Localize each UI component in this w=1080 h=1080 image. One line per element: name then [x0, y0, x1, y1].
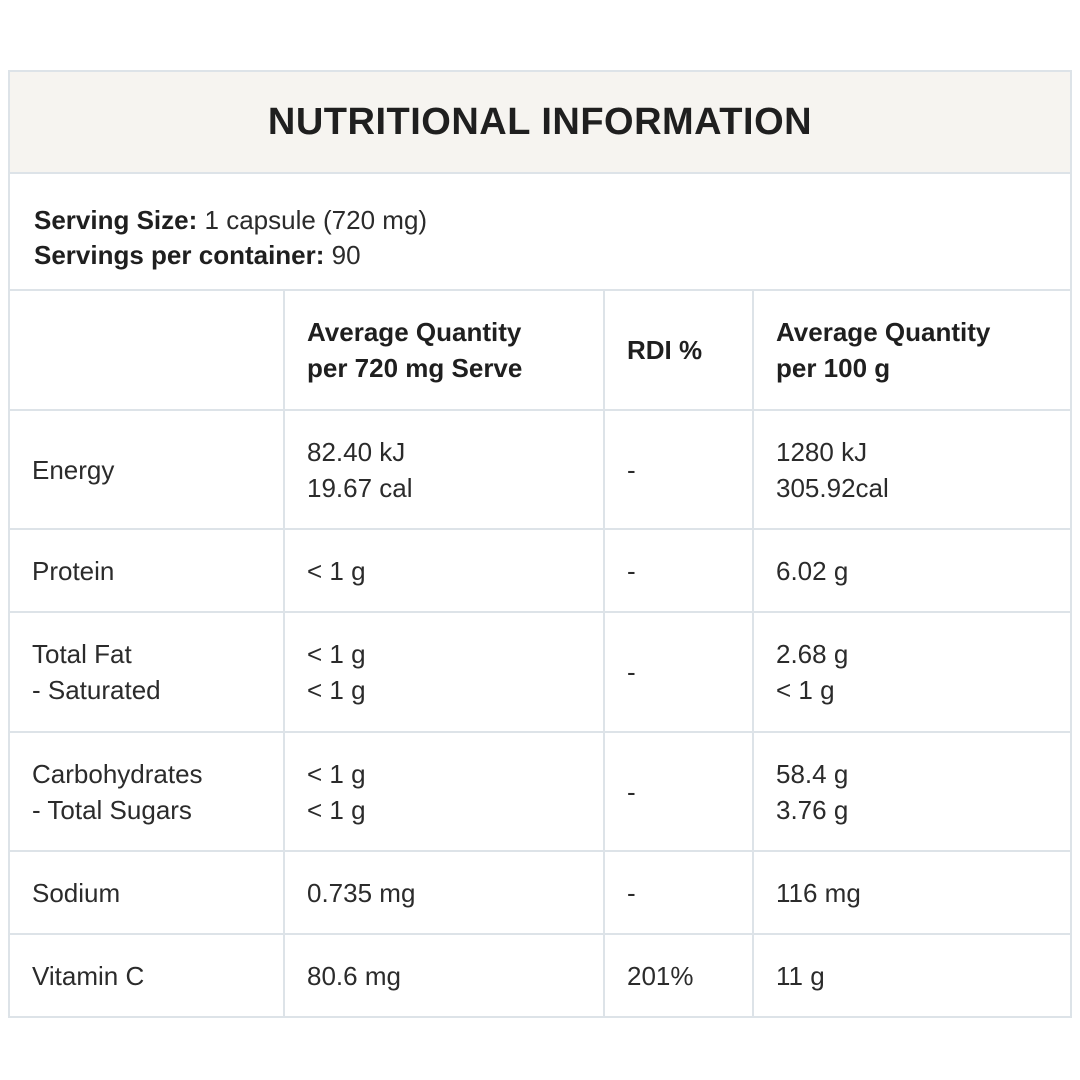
header-per-serve-line1: Average Quantity — [307, 317, 522, 347]
per-100g-value: 3.76 g — [776, 794, 849, 825]
rdi-cell: - — [603, 409, 754, 530]
per-serve-cell: 82.40 kJ 19.67 cal — [283, 409, 605, 530]
per-serve-value: < 1 g — [307, 639, 366, 669]
per-serve-value: 19.67 cal — [307, 472, 413, 503]
title-bar: NUTRITIONAL INFORMATION — [10, 72, 1070, 174]
per-100g-value: 11 g — [776, 960, 825, 991]
servings-per-container: Servings per container: 90 — [34, 238, 1070, 273]
header-per-100g-line2: per 100 g — [776, 353, 891, 383]
table-header-row: Average Quantity per 720 mg Serve RDI % … — [10, 291, 1070, 410]
nutrition-panel: NUTRITIONAL INFORMATION Serving Size: 1 … — [8, 70, 1072, 1018]
per-serve-cell: 0.735 mg — [283, 850, 605, 935]
nutrient-cell: Total Fat - Saturated — [10, 611, 285, 733]
table-row: Protein < 1 g - 6.02 g — [10, 528, 1070, 613]
per-serve-value: 0.735 mg — [307, 877, 416, 908]
rdi-cell: - — [603, 850, 754, 935]
per-serve-cell: 80.6 mg — [283, 933, 605, 1016]
table-row: Energy 82.40 kJ 19.67 cal - 1280 kJ 305.92… — [10, 409, 1070, 530]
nutrient-cell: Sodium — [10, 850, 285, 935]
per-100g-cell: 11 g — [752, 933, 1070, 1016]
per-100g-value: 305.92cal — [776, 472, 889, 503]
header-per-100g: Average Quantity per 100 g — [752, 291, 1070, 410]
per-100g-cell: 2.68 g < 1 g — [752, 611, 1070, 733]
header-rdi: RDI % — [603, 291, 754, 410]
nutrient-sub-name: - Saturated — [32, 675, 161, 705]
nutrient-sub-name: - Total Sugars — [32, 794, 192, 825]
per-100g-value: 6.02 g — [776, 555, 849, 586]
per-100g-cell: 58.4 g 3.76 g — [752, 731, 1070, 852]
servings-per-container-label: Servings per container: — [34, 240, 325, 270]
nutrient-name: Sodium — [32, 877, 121, 908]
rdi-cell: - — [603, 528, 754, 613]
per-100g-cell: 1280 kJ 305.92cal — [752, 409, 1070, 530]
per-100g-value: 1280 kJ — [776, 436, 868, 467]
per-serve-value: < 1 g — [307, 758, 366, 789]
nutrient-name: Protein — [32, 555, 115, 586]
nutrient-name: Energy — [32, 454, 115, 485]
table-row: Vitamin C 80.6 mg 201% 11 g — [10, 933, 1070, 1016]
nutrient-cell: Energy — [10, 409, 285, 530]
per-100g-value: 116 mg — [776, 877, 861, 908]
per-serve-value: 80.6 mg — [307, 960, 401, 991]
rdi-cell: - — [603, 611, 754, 733]
per-serve-value: < 1 g — [307, 794, 366, 825]
per-100g-value: < 1 g — [776, 675, 835, 705]
panel-title: NUTRITIONAL INFORMATION — [267, 100, 813, 143]
nutrition-table: Average Quantity per 720 mg Serve RDI % … — [10, 291, 1070, 1016]
nutrient-name: Total Fat — [32, 639, 132, 669]
serving-info: Serving Size: 1 capsule (720 mg) Serving… — [10, 174, 1070, 291]
per-serve-value: 82.40 kJ — [307, 436, 406, 467]
serving-size-value: 1 capsule (720 mg) — [197, 205, 428, 235]
nutrient-cell: Protein — [10, 528, 285, 613]
per-100g-cell: 116 mg — [752, 850, 1070, 935]
per-serve-cell: < 1 g < 1 g — [283, 611, 605, 733]
per-serve-cell: < 1 g — [283, 528, 605, 613]
per-100g-value: 2.68 g — [776, 639, 849, 669]
rdi-cell: 201% — [603, 933, 754, 1016]
header-per-serve-line2: per 720 mg Serve — [307, 353, 523, 383]
table-row: Sodium 0.735 mg - 116 mg — [10, 850, 1070, 935]
table-row: Total Fat - Saturated < 1 g < 1 g - 2.68 g… — [10, 611, 1070, 733]
table-row: Carbohydrates - Total Sugars < 1 g < 1 g -… — [10, 731, 1070, 852]
servings-per-container-value: 90 — [324, 240, 361, 270]
per-serve-cell: < 1 g < 1 g — [283, 731, 605, 852]
header-per-100g-line1: Average Quantity — [776, 317, 991, 347]
nutrient-name: Carbohydrates — [32, 758, 203, 789]
header-per-serve: Average Quantity per 720 mg Serve — [283, 291, 605, 410]
per-100g-value: 58.4 g — [776, 758, 849, 789]
per-serve-value: < 1 g — [307, 555, 366, 586]
header-nutrient — [10, 291, 285, 410]
nutrient-cell: Carbohydrates - Total Sugars — [10, 731, 285, 852]
nutrient-cell: Vitamin C — [10, 933, 285, 1016]
nutrient-name: Vitamin C — [32, 960, 145, 991]
per-serve-value: < 1 g — [307, 675, 366, 705]
serving-size-label: Serving Size: — [34, 205, 198, 235]
per-100g-cell: 6.02 g — [752, 528, 1070, 613]
serving-size: Serving Size: 1 capsule (720 mg) — [34, 203, 1070, 238]
rdi-cell: - — [603, 731, 754, 852]
